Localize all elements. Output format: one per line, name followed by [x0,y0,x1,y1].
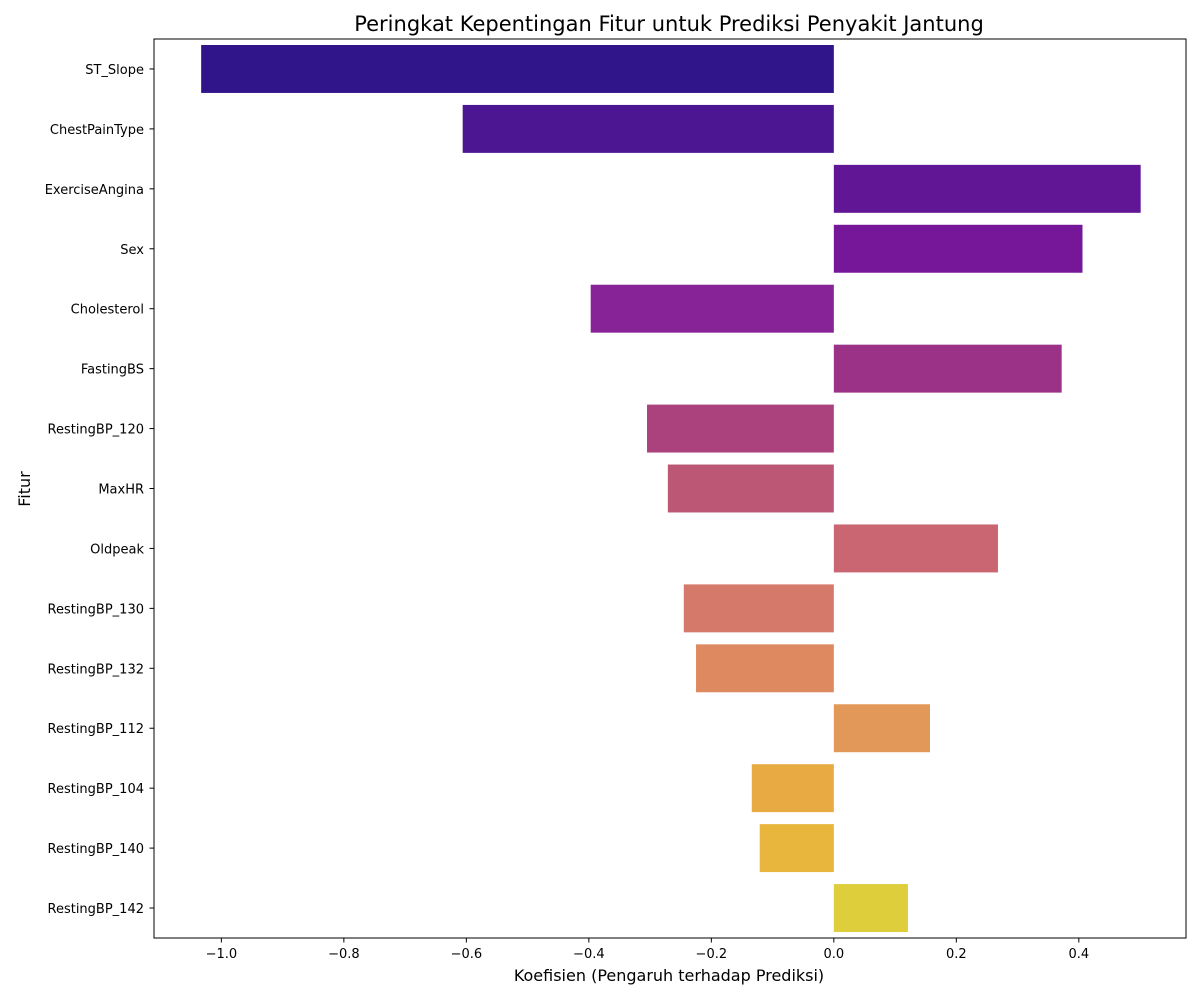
y-tick-label: RestingBP_140 [48,842,145,857]
y-tick-label: MaxHR [98,483,144,498]
x-tick-label: −0.2 [696,947,728,962]
x-tick-label: −0.6 [451,947,483,962]
y-axis-label: Fitur [15,471,34,507]
y-tick-label: RestingBP_130 [48,602,145,617]
y-tick-label: RestingBP_142 [48,902,145,917]
bar-ST_Slope [201,44,834,93]
y-axis-ticks: ST_Slope ChestPainType ExerciseAngina Sex Ch… [45,63,154,917]
y-tick-label: ChestPainType [50,123,144,138]
bar-RestingBP_132 [696,644,834,693]
y-tick-label: RestingBP_112 [48,722,145,737]
bar-FastingBS [833,344,1062,393]
bar-Oldpeak [833,524,998,573]
bar-RestingBP_112 [833,704,930,753]
bar-MaxHR [667,464,834,513]
x-tick-label: 0.0 [823,947,844,962]
x-axis-ticks: −1.0 −0.8 −0.6 −0.4 −0.2 0.0 0.2 0.4 [206,938,1089,962]
x-tick-label: −0.8 [328,947,360,962]
bars-layer [201,44,1141,933]
chart-title: Peringkat Kepentingan Fitur untuk Predik… [354,12,984,36]
y-tick-label: FastingBS [81,363,144,378]
x-tick-label: −1.0 [206,947,238,962]
bar-RestingBP_130 [683,584,834,633]
x-tick-label: −0.4 [573,947,605,962]
bar-ExerciseAngina [833,164,1141,213]
x-tick-label: 0.2 [946,947,967,962]
y-tick-label: RestingBP_104 [48,782,145,797]
y-tick-label: RestingBP_132 [48,662,145,677]
bar-RestingBP_120 [647,404,834,453]
y-tick-label: Sex [120,243,144,258]
bar-RestingBP_142 [833,884,908,933]
y-tick-label: Cholesterol [71,303,144,318]
bar-Cholesterol [590,284,834,333]
bar-RestingBP_140 [759,824,834,873]
bar-RestingBP_104 [751,764,834,813]
y-tick-label: ExerciseAngina [45,183,144,198]
y-tick-label: Oldpeak [90,542,144,557]
bar-Sex [833,224,1083,273]
y-tick-label: RestingBP_120 [48,423,145,438]
bar-ChestPainType [462,104,834,153]
x-tick-label: 0.4 [1068,947,1089,962]
y-tick-label: ST_Slope [85,63,144,78]
x-axis-label: Koefisien (Pengaruh terhadap Prediksi) [514,966,824,985]
